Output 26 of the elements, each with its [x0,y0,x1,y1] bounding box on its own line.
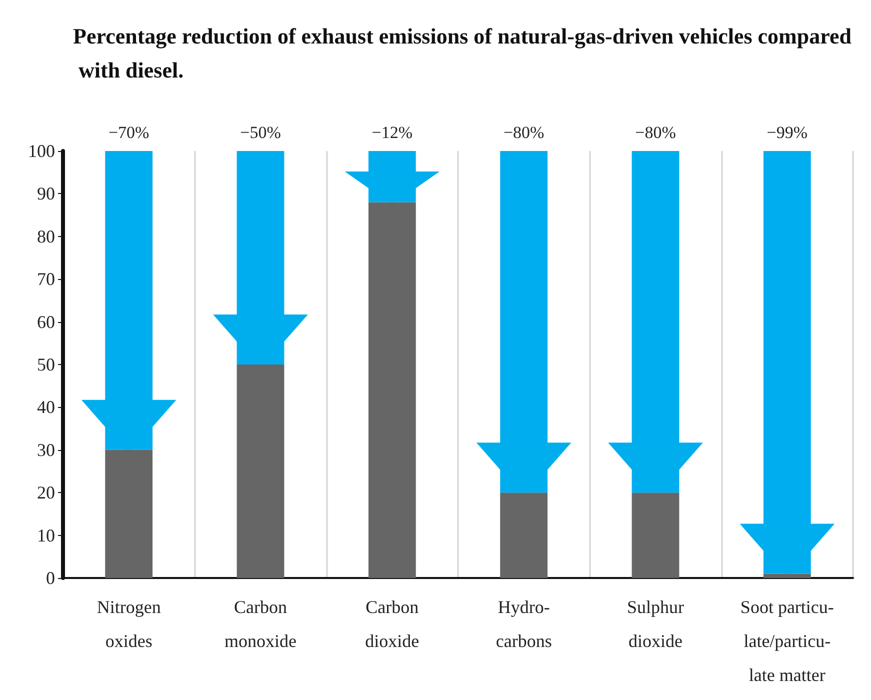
x-tick-label: Nitrogen oxides [96,597,161,651]
annotation: −80% [503,123,544,142]
x-tick-label: Carbon monoxide [224,597,296,651]
y-tick-label: 30 [37,440,55,460]
bar [763,574,811,578]
y-tick-label: 90 [37,184,55,204]
bar [236,364,284,578]
y-tick-label: 70 [37,269,55,290]
y-tick-label: 20 [37,482,55,503]
x-tick-label: Hydro- carbons [496,597,552,651]
annotation: −70% [108,123,150,142]
annotation: −99% [766,123,808,142]
y-tick-label: 100 [28,141,55,161]
y-tick-label: 0 [46,568,55,588]
y-tick-label: 10 [37,525,55,546]
y-tick-label: 40 [37,397,55,418]
x-tick-label: Sulphur dioxide [626,597,684,651]
y-tick-label: 60 [37,312,55,332]
x-tick-label: Soot particu- late/particu- late matter [740,597,834,685]
annotation: −50% [240,123,281,142]
x-tick-label: Carbon dioxide [365,597,420,651]
y-tick-label: 50 [37,354,55,374]
y-tick-label: 80 [37,226,55,246]
annotation: −12% [372,123,413,142]
annotation: −80% [635,123,676,142]
chart-title: Percentage reduction of exhaust emissions of natural-gas-driven vehicles compared with diesel. [73,24,852,82]
